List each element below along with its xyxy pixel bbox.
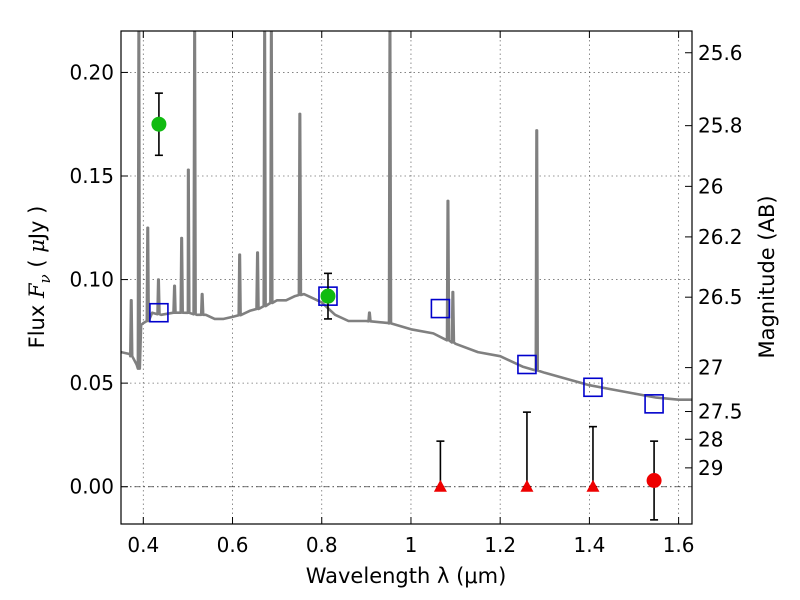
y2-tick-label: 26.2 [698,225,743,249]
y2-axis-ticks: 25.6 25.8 26 26.2 26.5 27 27.5 28 29 [685,41,743,480]
model-photometry-square [583,377,603,398]
y-tick-label: 0.00 [69,475,114,499]
y2-tick-label: 25.8 [698,114,743,138]
y-label-mu: μ [25,239,49,253]
x-tick-label: 1.2 [484,533,516,557]
plot-frame [120,30,693,525]
y-axis-ticks: 0.00 0.05 0.10 0.15 0.20 [69,60,128,499]
upper-limit-circle [646,473,662,488]
model-photometry-square [149,302,169,323]
model-photometry-square [430,298,451,319]
photometry-points [151,116,662,492]
y2-tick-label: 27 [698,356,723,380]
y-axis-label: Flux Fν ( μJy ) [25,206,54,349]
x-tick-label: 1.6 [663,533,695,557]
y2-tick-label: 26.5 [698,285,743,309]
upper-limit-triangle [586,479,600,492]
x-tick-label: 1 [405,533,418,557]
grid [121,31,692,524]
y-label-prefix: Flux [25,298,49,348]
y-label-unit: Jy ) [25,206,49,242]
spectrum-series [121,31,692,401]
y-tick-label: 0.10 [69,268,114,292]
x-tick-label: 0.6 [217,533,249,557]
detection-point [320,288,336,304]
x-tick-label: 0.4 [127,533,159,557]
y2-tick-label: 29 [698,456,723,480]
upper-limit-triangle [520,479,534,492]
model-photometry-square [517,354,537,375]
x-tick-label: 1.4 [573,533,605,557]
y2-axis-label: Magnitude (AB) [755,195,779,358]
y2-tick-label: 28 [698,427,723,451]
y-tick-label: 0.15 [69,164,114,188]
y2-tick-label: 25.6 [698,41,743,65]
error-bars [154,92,659,521]
model-photometry-square [644,394,664,414]
y-tick-label: 0.05 [69,371,114,395]
y-tick-label: 0.20 [69,60,114,84]
x-tick-label: 0.8 [306,533,338,557]
y-label-symbol: F [25,282,49,299]
y-label-open: ( [25,253,49,275]
y-label-sub: ν [36,274,54,283]
y2-tick-label: 27.5 [698,400,743,424]
upper-limit-triangle [433,479,447,492]
detection-point [151,116,167,132]
x-axis-label: Wavelength λ (μm) [306,564,507,588]
y2-tick-label: 26 [698,174,723,198]
x-axis-ticks: 0.4 0.6 0.8 1 1.2 1.4 1.6 [127,31,695,557]
model-photometry-series [149,286,664,414]
spectrum-line [121,31,692,401]
